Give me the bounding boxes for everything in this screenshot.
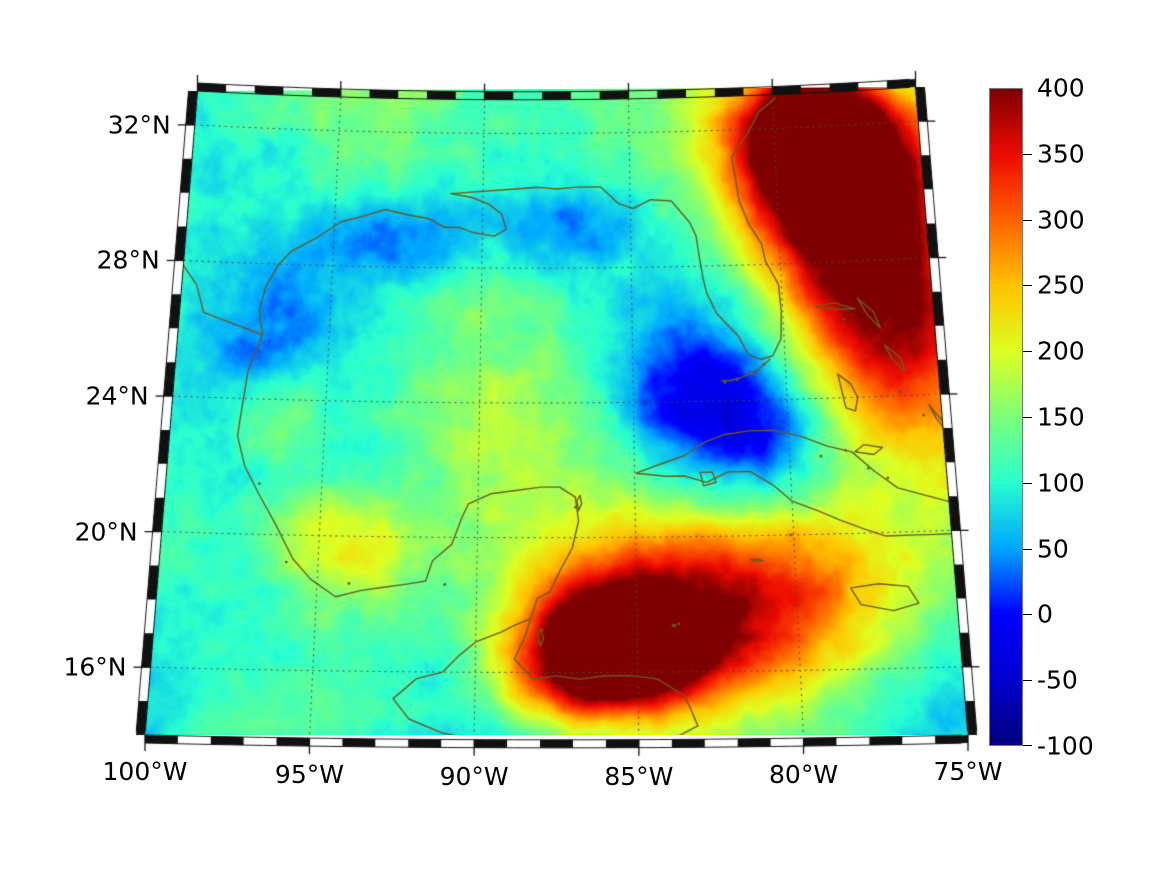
colorbar-tick-label: 100 xyxy=(1037,468,1085,498)
longitude-tick-label: 90°W xyxy=(439,761,509,791)
latitude-tick-label: 24°N xyxy=(85,381,149,411)
colorbar-tick-mark xyxy=(1023,285,1032,287)
longitude-tick-label: 80°W xyxy=(769,760,839,790)
map-frame-border xyxy=(108,60,1008,780)
colorbar[interactable]: 400 350 300 250 200 150 100 50 0 -50 -100 xyxy=(989,74,1094,761)
colorbar-tick-mark xyxy=(1023,219,1032,221)
colorbar-tick-label: -50 xyxy=(1037,665,1078,695)
latitude-tick-label: 28°N xyxy=(96,245,160,275)
latitude-tick-label: 16°N xyxy=(63,652,127,682)
colorbar-tick-label: 250 xyxy=(1037,270,1085,300)
longitude-tick-label: 75°W xyxy=(933,757,1003,786)
colorbar-tick-mark xyxy=(1023,548,1032,550)
latitude-tick-label: 20°N xyxy=(74,517,138,547)
colorbar-tick-mark xyxy=(1023,417,1032,418)
map-plot-area[interactable] xyxy=(108,60,1008,780)
colorbar-tick-mark xyxy=(1023,614,1032,616)
longitude-tick-label: 95°W xyxy=(274,760,344,790)
colorbar-tick-mark xyxy=(1023,745,1032,746)
colorbar-tick-mark xyxy=(1023,351,1032,353)
colorbar-tick-mark xyxy=(1023,482,1032,484)
colorbar-tick-label: 50 xyxy=(1037,534,1069,564)
colorbar-tick-label: 0 xyxy=(1037,599,1053,629)
colorbar-tick-label: 300 xyxy=(1037,205,1085,235)
colorbar-tick-label: 350 xyxy=(1037,139,1085,169)
longitude-tick-label: 100°W xyxy=(102,757,188,786)
latitude-tick-label: 32°N xyxy=(107,110,171,140)
colorbar-tick-mark xyxy=(1023,680,1032,682)
colorbar-gradient xyxy=(989,88,1023,746)
colorbar-tick-label: -100 xyxy=(1037,731,1094,761)
colorbar-tick-label: 400 xyxy=(1037,73,1085,103)
longitude-tick-label: 85°W xyxy=(604,761,674,791)
colorbar-tick-label: 150 xyxy=(1037,402,1085,432)
colorbar-tick-label: 200 xyxy=(1037,336,1085,366)
colorbar-tick-mark xyxy=(1023,153,1032,155)
